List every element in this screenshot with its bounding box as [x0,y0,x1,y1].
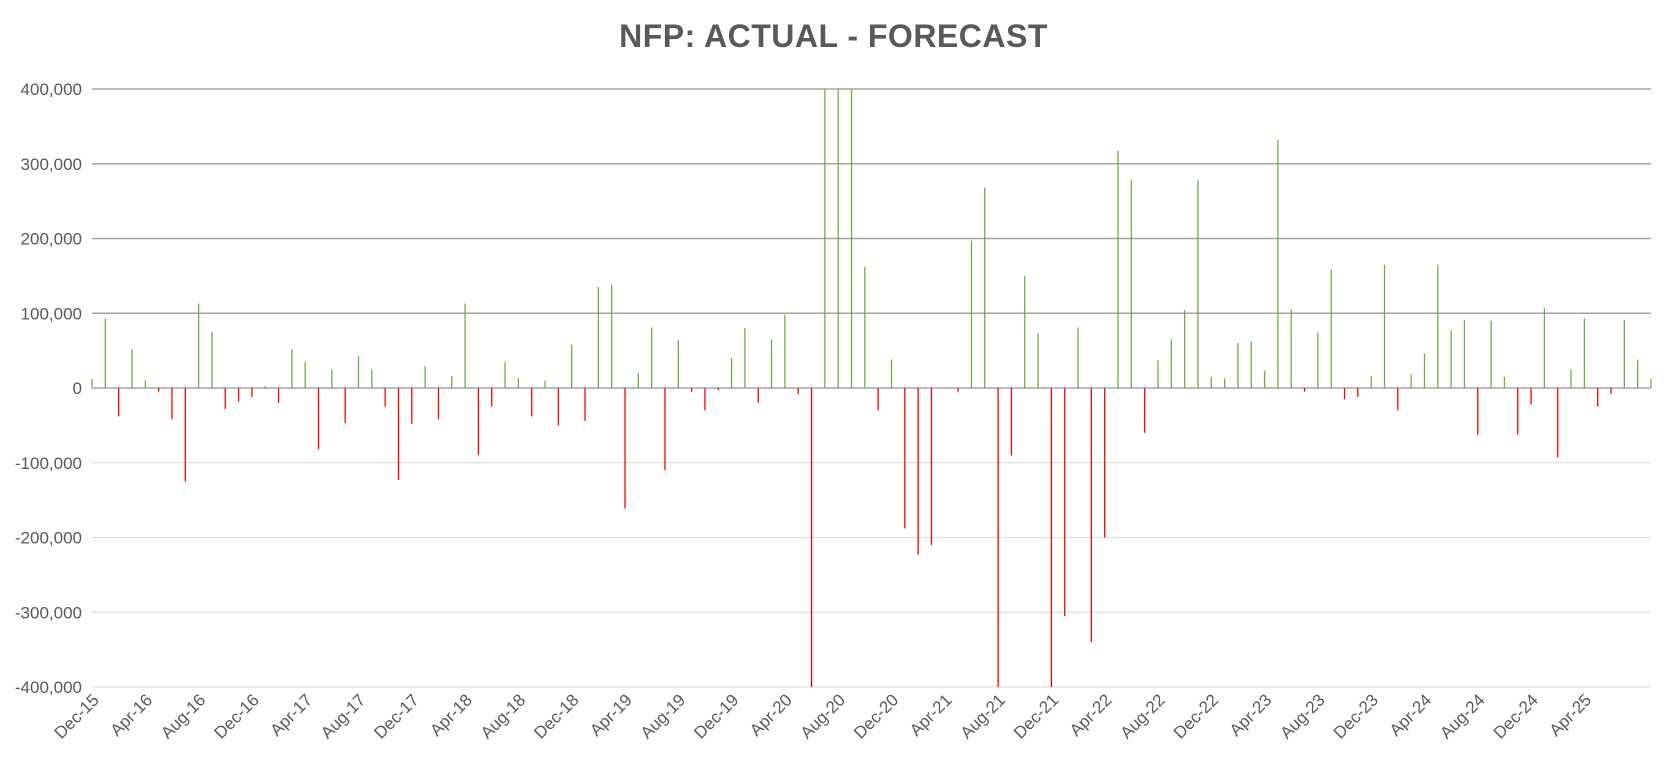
x-tick-label: Dec-19 [690,690,742,742]
x-tick-label: Dec-23 [1330,690,1382,742]
x-tick-label: Apr-20 [746,690,796,740]
chart-title: NFP: ACTUAL - FORECAST [619,18,1048,54]
x-tick-label: Aug-18 [477,690,529,742]
x-tick-label: Dec-20 [850,690,902,742]
x-tick-label: Aug-21 [957,690,1009,742]
x-tick-label: Aug-17 [317,690,369,742]
y-tick-label: -100,000 [15,454,82,473]
x-tick-label: Apr-23 [1226,690,1276,740]
x-tick-label: Apr-19 [586,690,636,740]
y-tick-label: -400,000 [15,678,82,697]
x-tick-label: Aug-22 [1117,690,1169,742]
y-tick-label: 200,000 [21,230,82,249]
x-tick-label: Aug-20 [797,690,849,742]
y-tick-label: 0 [73,379,82,398]
x-tick-label: Aug-16 [157,690,209,742]
x-tick-label: Dec-15 [51,690,103,742]
x-tick-label: Aug-19 [637,690,689,742]
x-tick-label: Apr-25 [1546,690,1596,740]
x-tick-label: Apr-21 [906,690,956,740]
x-tick-label: Dec-24 [1490,690,1542,742]
x-tick-label: Apr-24 [1386,690,1436,740]
x-tick-label: Aug-24 [1436,690,1488,742]
y-tick-label: 300,000 [21,155,82,174]
x-tick-label: Dec-16 [211,690,263,742]
x-tick-label: Dec-17 [370,690,422,742]
x-tick-label: Dec-21 [1010,690,1062,742]
x-tick-label: Aug-23 [1277,690,1329,742]
x-tick-label: Apr-17 [267,690,317,740]
y-tick-label: 100,000 [21,304,82,323]
x-tick-label: Apr-22 [1066,690,1116,740]
y-tick-label: -300,000 [15,603,82,622]
x-tick-label: Apr-18 [426,690,476,740]
y-tick-label: 400,000 [21,80,82,99]
x-tick-label: Apr-16 [107,690,157,740]
x-tick-label: Dec-22 [1170,690,1222,742]
y-tick-label: -200,000 [15,529,82,548]
x-tick-label: Dec-18 [530,690,582,742]
